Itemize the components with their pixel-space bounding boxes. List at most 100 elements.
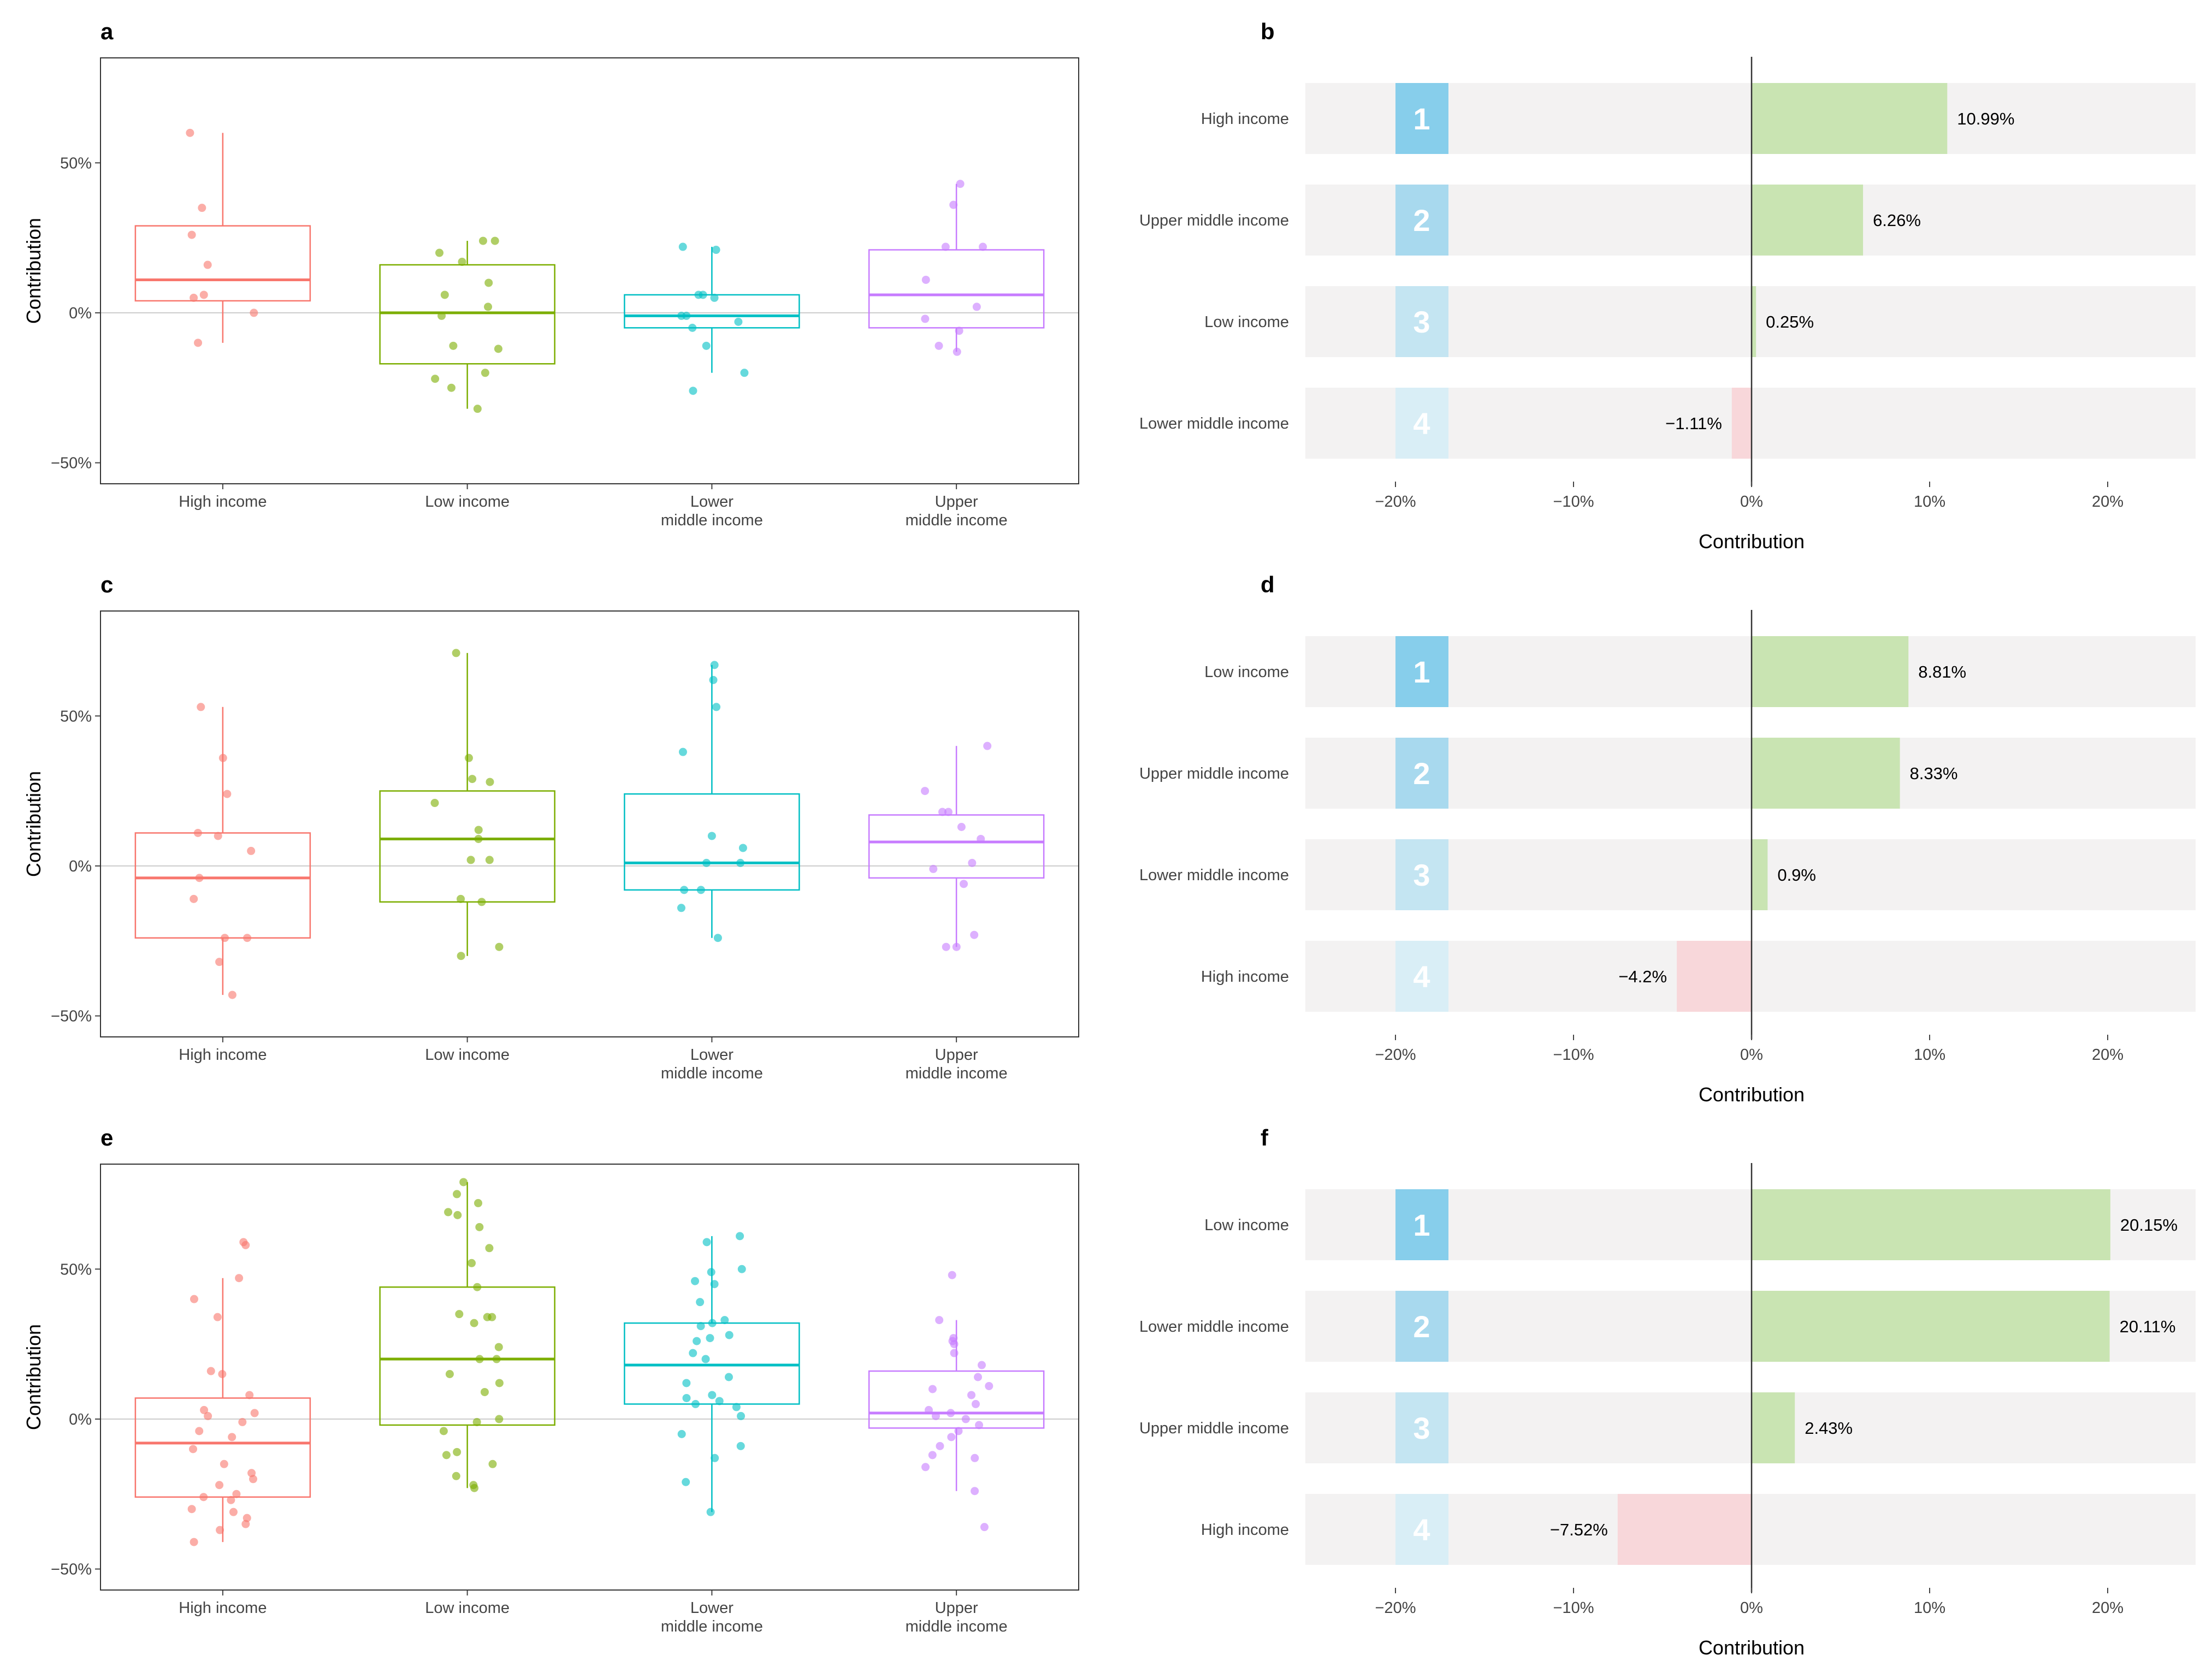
value-bar [1752, 1189, 2110, 1260]
x-tick-label: −10% [1553, 1046, 1594, 1064]
data-point [677, 1429, 686, 1438]
data-point [447, 383, 456, 392]
panel-b: b 1 10.99% High income 2 6.26% Upper middle in… [1139, 19, 2196, 553]
row-background [1305, 738, 2196, 809]
data-point [709, 675, 718, 684]
data-point [213, 1313, 222, 1321]
data-point [971, 1487, 979, 1496]
data-point [215, 1481, 224, 1490]
data-point [971, 1399, 980, 1408]
row-background [1305, 1392, 2196, 1463]
data-point [468, 775, 477, 784]
data-point [970, 930, 979, 939]
rank-badge [1395, 1494, 1448, 1565]
data-point [693, 1337, 701, 1345]
data-point [928, 1385, 937, 1393]
panel-d: d 1 8.81% Low income 2 8.33% Upper middle inco… [1139, 572, 2196, 1106]
value-label: 8.81% [1918, 662, 1966, 681]
data-point [193, 828, 202, 837]
data-point [696, 1322, 705, 1331]
category-label: Lower middle income [1139, 415, 1289, 432]
data-point [691, 1399, 700, 1408]
data-point [977, 834, 985, 843]
data-point [678, 242, 687, 251]
data-point [455, 1310, 464, 1319]
x-tick-label: 10% [1914, 1599, 1945, 1617]
value-bar [1752, 1291, 2110, 1362]
data-point [243, 934, 252, 942]
data-point [950, 1340, 959, 1349]
data-point [459, 1178, 468, 1187]
data-point [197, 703, 205, 711]
data-point [955, 327, 963, 335]
plot-frame [100, 57, 1079, 484]
data-point [725, 1331, 734, 1339]
data-point [238, 1417, 247, 1426]
data-point [702, 341, 711, 350]
data-point [942, 942, 950, 951]
y-axis-title: Contribution [22, 218, 45, 324]
data-point [949, 200, 958, 209]
data-point [199, 290, 208, 299]
panel-letter: f [1261, 1125, 1269, 1150]
data-point [214, 832, 222, 840]
data-point [710, 661, 719, 669]
data-point [921, 315, 930, 323]
data-point [484, 278, 493, 287]
data-point [924, 1405, 933, 1414]
data-point [696, 886, 705, 894]
data-point [688, 323, 697, 332]
data-point [470, 1484, 479, 1492]
x-tick-label: −20% [1375, 493, 1416, 511]
value-label: 6.26% [1873, 211, 1921, 230]
data-point [474, 826, 483, 834]
data-point [188, 1445, 197, 1454]
data-point [711, 1454, 719, 1462]
box-group-high-income [134, 703, 311, 999]
data-point [216, 1526, 224, 1534]
data-point [490, 236, 499, 245]
data-point [492, 1355, 501, 1363]
data-point [206, 1367, 215, 1375]
x-tick-label: 0% [1740, 1599, 1763, 1617]
data-point [737, 1265, 746, 1273]
data-point [232, 1490, 241, 1498]
value-label: 0.9% [1777, 865, 1816, 885]
x-tick-label: Low income [425, 1599, 510, 1617]
data-point [971, 1454, 979, 1462]
rank-badge [1395, 941, 1448, 1012]
data-point [245, 1391, 254, 1399]
data-point [437, 311, 446, 320]
data-point [458, 258, 466, 266]
panel-f: f 1 20.15% Low income 2 20.11% Lower middle in… [1139, 1125, 2196, 1659]
value-bar [1752, 738, 1900, 809]
data-point [186, 128, 194, 137]
data-point [485, 1244, 494, 1253]
rank-number: 2 [1413, 756, 1430, 791]
data-point [979, 242, 987, 251]
x-tick-label: Lower [690, 1046, 734, 1064]
data-point [732, 1403, 741, 1411]
data-point [241, 1241, 250, 1249]
data-point [710, 293, 719, 302]
data-point [220, 1460, 228, 1468]
value-bar [1617, 1494, 1752, 1565]
data-point [488, 1460, 497, 1468]
data-point [457, 894, 465, 903]
y-tick-label: −50% [51, 1008, 92, 1025]
data-point [696, 1298, 705, 1307]
plot-frame [100, 1164, 1079, 1591]
data-point [960, 880, 968, 888]
data-point [691, 1277, 700, 1285]
x-tick-label: 0% [1740, 1046, 1763, 1064]
panel-letter: b [1261, 19, 1275, 44]
x-tick-label: −20% [1375, 1599, 1416, 1617]
box-group-lower-middle-income [624, 242, 800, 395]
box-group-upper-middle-income [868, 741, 1045, 951]
data-point [472, 1417, 481, 1426]
data-point [712, 703, 721, 711]
data-point [680, 886, 689, 894]
data-point [227, 1496, 235, 1504]
data-point [204, 1411, 212, 1420]
category-label: Upper middle income [1139, 1420, 1289, 1437]
